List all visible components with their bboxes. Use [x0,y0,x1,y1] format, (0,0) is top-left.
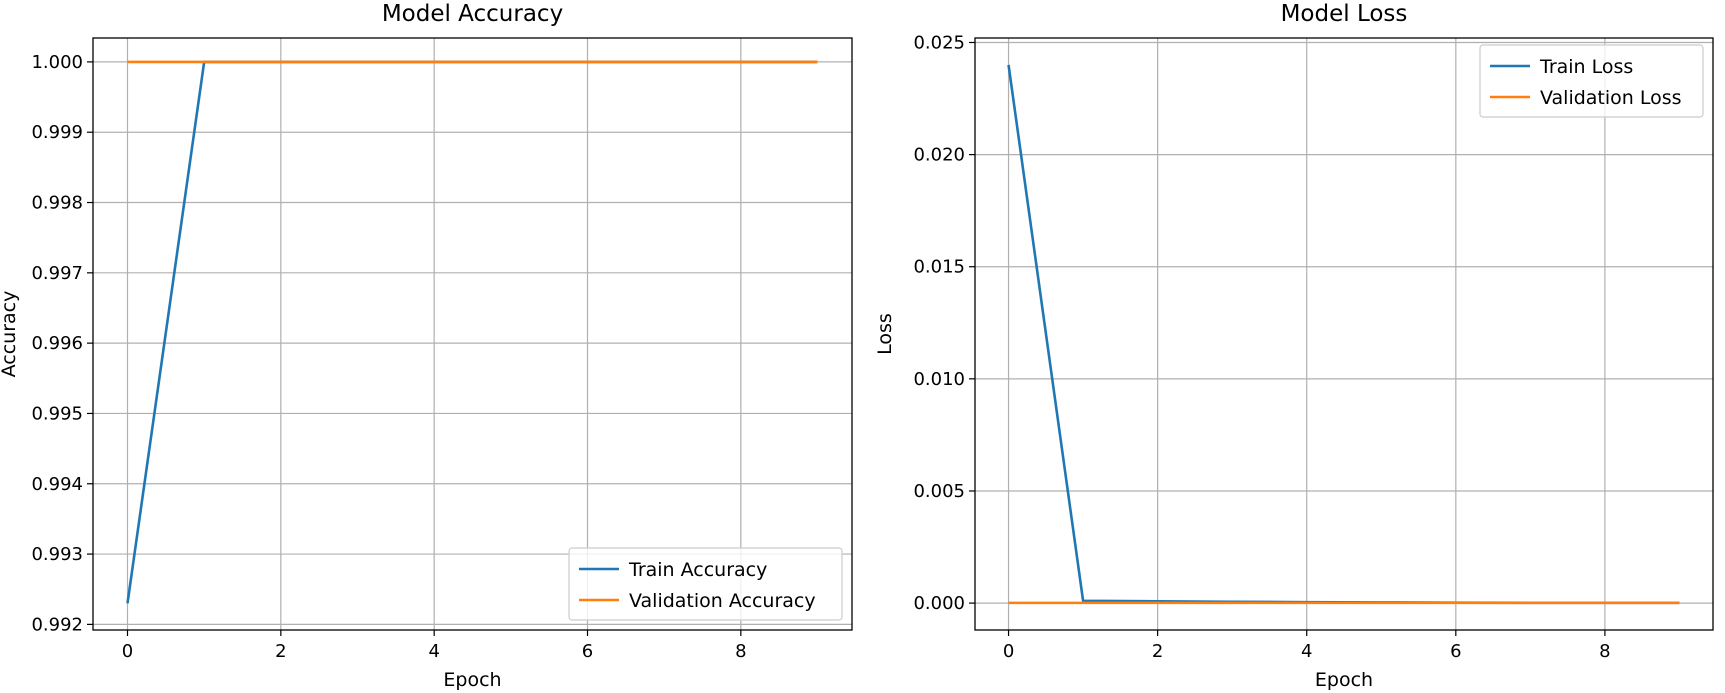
y-tick-label: 0.995 [31,403,83,424]
legend-box [568,547,843,621]
y-tick-label: 0.020 [913,145,965,166]
series-line-train-loss [1007,64,1680,605]
x-tick-label: 8 [735,641,746,662]
x-tick-label: 4 [1301,641,1312,662]
chart-title: Model Accuracy [382,1,563,27]
legend: Train Accuracy Validation Accuracy [568,547,843,621]
y-tick-label: 0.997 [31,263,83,284]
y-tick-label: 0.994 [31,474,83,495]
x-tick-label: 8 [1599,641,1610,662]
x-axis-label: Epoch [443,669,501,691]
legend: Train Loss Validation Loss [1479,44,1704,118]
y-tick-label: 0.992 [31,614,83,635]
x-tick-label: 0 [1003,641,1014,662]
y-tick-label: 1.000 [31,52,83,73]
loss-chart: 0 2 4 6 8 0.000 0.005 0.010 0.015 0.020 0.025 Model… [874,1,1714,691]
x-tick-label: 2 [275,641,286,662]
y-tick-label: 0.025 [913,32,965,53]
x-tick-label: 6 [1450,641,1461,662]
y-tick-label: 0.996 [31,333,83,354]
plot-frame [974,37,1714,631]
series-line-train-accuracy [126,60,818,604]
legend-box [1479,44,1704,118]
y-tick-label: 0.010 [913,369,965,390]
x-axis-label: Epoch [1315,669,1373,691]
y-tick-label: 0.999 [31,122,83,143]
x-tick-label: 4 [428,641,439,662]
plot-frame [92,37,853,631]
accuracy-chart: 0 2 4 6 8 0.992 0.993 0.994 0.995 0.996 0.997 0.998… [0,1,853,691]
y-tick-label: 0.000 [913,593,965,614]
y-axis-label: Accuracy [0,291,20,378]
y-tick-label: 0.005 [913,481,965,502]
y-tick-label: 0.993 [31,544,83,565]
legend-label: Validation Loss [1540,87,1682,109]
x-tick-label: 0 [122,641,133,662]
y-tick-label: 0.998 [31,193,83,214]
legend-label: Validation Accuracy [629,590,816,612]
legend-label: Train Accuracy [628,559,767,581]
x-tick-label: 6 [582,641,593,662]
y-tick-label: 0.015 [913,257,965,278]
legend-label: Train Loss [1539,56,1633,78]
x-tick-label: 2 [1152,641,1163,662]
chart-title: Model Loss [1281,1,1408,27]
y-axis-label: Loss [874,313,896,355]
